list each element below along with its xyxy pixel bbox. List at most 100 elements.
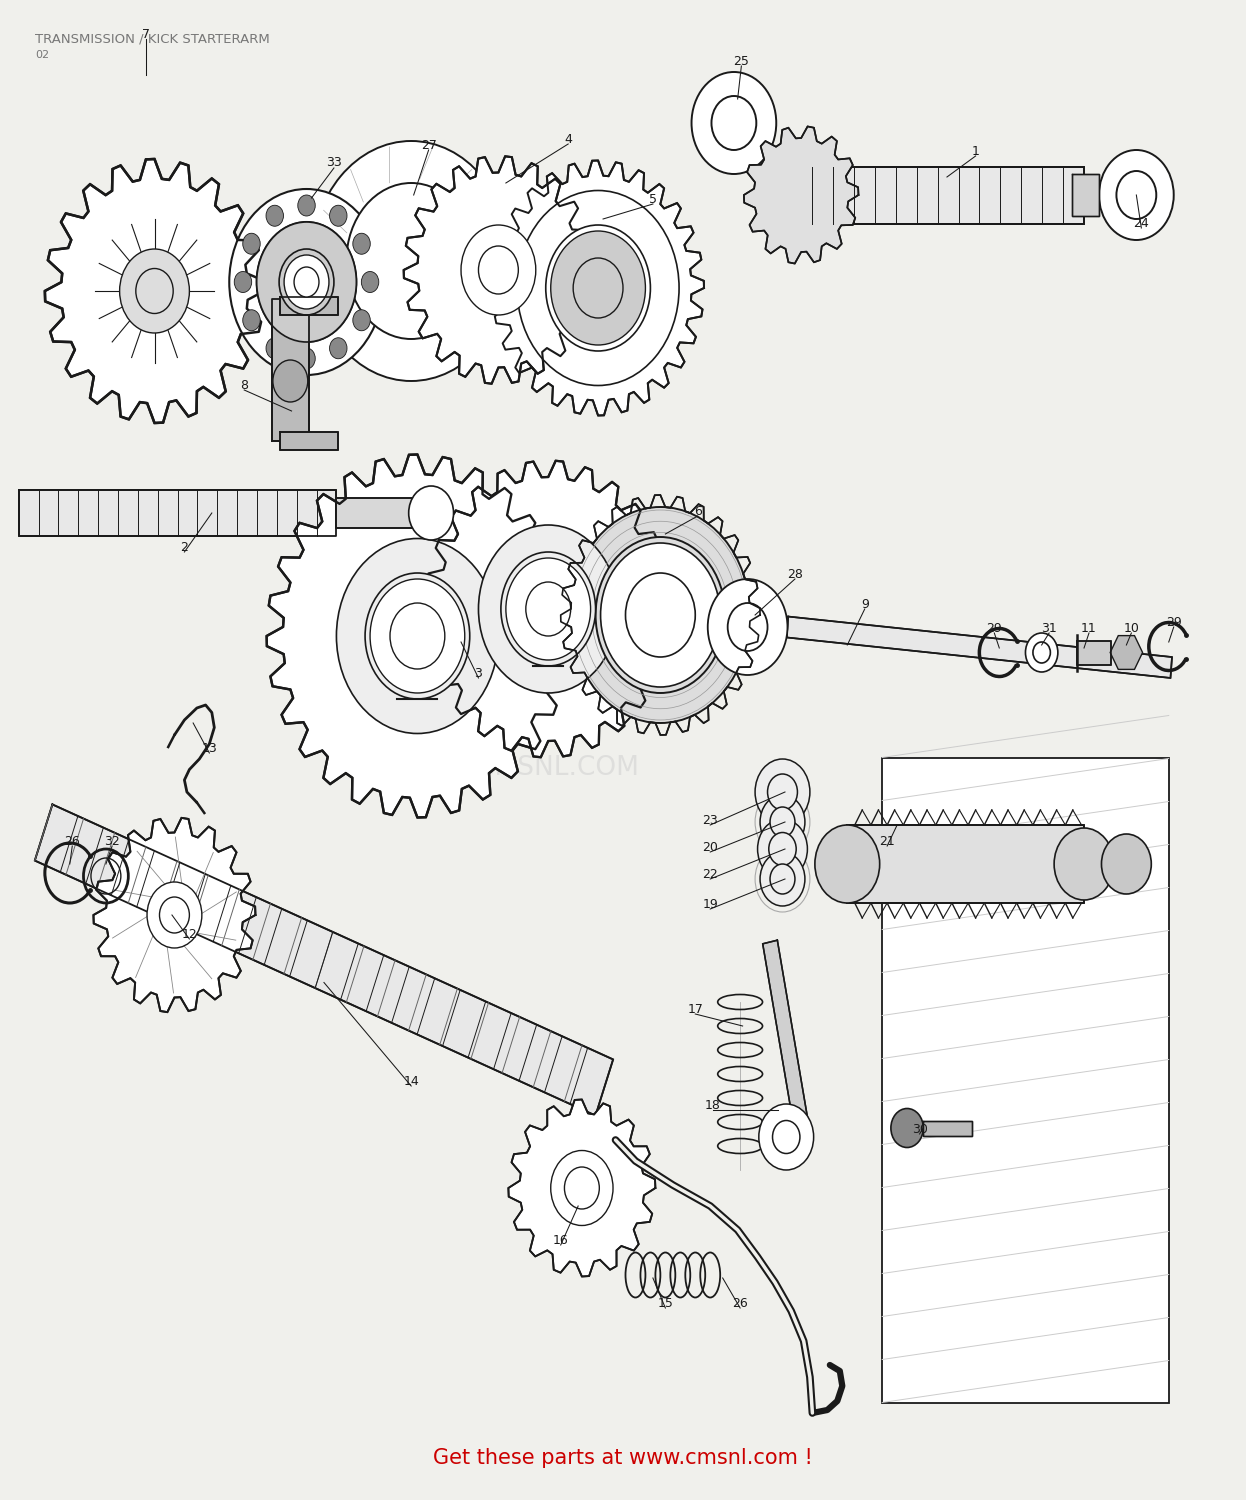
Circle shape	[312, 141, 511, 381]
Text: 2: 2	[181, 542, 188, 554]
Circle shape	[273, 360, 308, 402]
Polygon shape	[272, 298, 309, 441]
Text: 13: 13	[202, 742, 217, 754]
Text: www.CMSNL.COM: www.CMSNL.COM	[406, 754, 640, 782]
Circle shape	[120, 249, 189, 333]
Circle shape	[571, 507, 750, 723]
Circle shape	[625, 573, 695, 657]
Circle shape	[1025, 633, 1058, 672]
Circle shape	[1099, 150, 1174, 240]
Polygon shape	[336, 498, 424, 528]
Circle shape	[329, 206, 346, 226]
Polygon shape	[267, 454, 568, 818]
Text: 26: 26	[65, 836, 80, 848]
Circle shape	[243, 309, 260, 332]
Circle shape	[501, 552, 596, 666]
Text: 5: 5	[649, 194, 657, 206]
Circle shape	[596, 537, 725, 693]
Circle shape	[243, 234, 260, 254]
Text: 4: 4	[564, 134, 572, 146]
Text: 26: 26	[733, 1298, 748, 1310]
Circle shape	[298, 348, 315, 369]
Text: 6: 6	[694, 506, 701, 518]
Circle shape	[760, 852, 805, 906]
Text: 29: 29	[987, 622, 1002, 634]
Text: 10: 10	[1124, 622, 1139, 634]
Circle shape	[564, 1167, 599, 1209]
Polygon shape	[744, 126, 858, 264]
Circle shape	[147, 882, 202, 948]
Polygon shape	[45, 159, 264, 423]
Text: 31: 31	[1042, 622, 1057, 634]
Circle shape	[601, 543, 720, 687]
Text: 15: 15	[658, 1298, 673, 1310]
Text: 25: 25	[734, 56, 749, 68]
Polygon shape	[791, 166, 1084, 224]
Circle shape	[773, 1120, 800, 1154]
Circle shape	[279, 249, 334, 315]
Text: 19: 19	[703, 898, 718, 910]
Circle shape	[370, 579, 465, 693]
Text: 12: 12	[182, 928, 197, 940]
Circle shape	[1101, 834, 1151, 894]
Circle shape	[461, 225, 536, 315]
Circle shape	[711, 96, 756, 150]
Circle shape	[708, 579, 787, 675]
Circle shape	[770, 807, 795, 837]
Polygon shape	[425, 460, 672, 758]
Circle shape	[353, 234, 370, 254]
Text: 1: 1	[972, 146, 979, 158]
Circle shape	[692, 72, 776, 174]
Polygon shape	[93, 818, 255, 1013]
Circle shape	[336, 538, 498, 734]
Text: 32: 32	[105, 836, 120, 848]
Circle shape	[390, 603, 445, 669]
Circle shape	[353, 310, 370, 332]
Circle shape	[760, 795, 805, 849]
Circle shape	[478, 525, 618, 693]
Text: Get these parts at www.cmsnl.com !: Get these parts at www.cmsnl.com !	[434, 1448, 812, 1468]
Circle shape	[229, 189, 384, 375]
Polygon shape	[19, 490, 336, 536]
Text: 14: 14	[404, 1076, 419, 1088]
Circle shape	[770, 864, 795, 894]
Polygon shape	[492, 160, 704, 416]
Text: 02: 02	[35, 50, 49, 60]
Polygon shape	[763, 940, 810, 1134]
Text: 18: 18	[705, 1100, 720, 1112]
Circle shape	[758, 819, 807, 879]
Text: 22: 22	[703, 868, 718, 880]
Text: 3: 3	[475, 668, 482, 680]
Text: 29: 29	[1166, 616, 1181, 628]
Circle shape	[329, 338, 346, 358]
Circle shape	[234, 272, 252, 292]
Circle shape	[136, 268, 173, 314]
Circle shape	[891, 1108, 923, 1148]
Circle shape	[257, 222, 356, 342]
Circle shape	[769, 833, 796, 866]
Circle shape	[551, 231, 645, 345]
Text: 24: 24	[1134, 217, 1149, 229]
Circle shape	[546, 225, 650, 351]
Circle shape	[284, 255, 329, 309]
Circle shape	[1116, 171, 1156, 219]
Circle shape	[478, 246, 518, 294]
Polygon shape	[280, 432, 338, 450]
Text: 27: 27	[421, 140, 436, 152]
Circle shape	[159, 897, 189, 933]
Circle shape	[517, 190, 679, 386]
Circle shape	[361, 272, 379, 292]
Polygon shape	[786, 616, 1172, 678]
Text: 9: 9	[861, 598, 868, 610]
Circle shape	[365, 573, 470, 699]
Text: 23: 23	[703, 815, 718, 827]
Text: CMS: CMS	[435, 663, 612, 732]
Circle shape	[298, 195, 315, 216]
Text: 21: 21	[880, 836, 895, 848]
Polygon shape	[1077, 640, 1111, 664]
Circle shape	[815, 825, 880, 903]
Text: 30: 30	[912, 1124, 927, 1136]
Text: 33: 33	[326, 156, 341, 168]
Circle shape	[409, 486, 454, 540]
Text: 8: 8	[240, 380, 248, 392]
